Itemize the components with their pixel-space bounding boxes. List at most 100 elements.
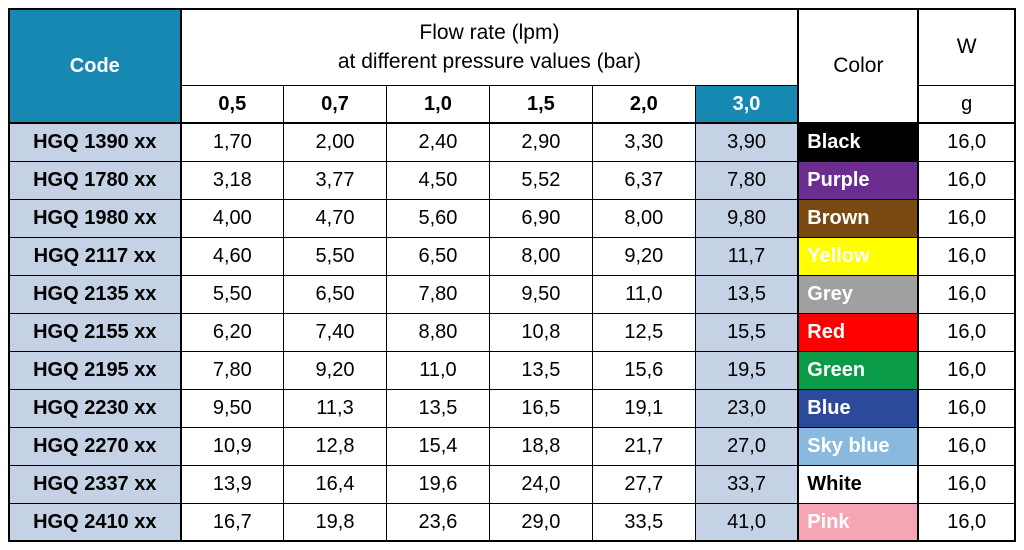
code-cell: HGQ 2270 xx — [9, 427, 181, 465]
value-cell: 3,18 — [181, 161, 284, 199]
value-cell: 41,0 — [695, 503, 798, 541]
value-cell: 5,52 — [489, 161, 592, 199]
value-cell: 6,50 — [284, 275, 387, 313]
weight-cell: 16,0 — [918, 389, 1015, 427]
weight-cell: 16,0 — [918, 123, 1015, 161]
weight-cell: 16,0 — [918, 503, 1015, 541]
value-cell: 3,77 — [284, 161, 387, 199]
table-row: HGQ 2410 xx16,719,823,629,033,541,0Pink1… — [9, 503, 1015, 541]
value-cell: 12,5 — [592, 313, 695, 351]
value-cell: 33,5 — [592, 503, 695, 541]
table-row: HGQ 1980 xx4,004,705,606,908,009,80Brown… — [9, 199, 1015, 237]
weight-cell: 16,0 — [918, 237, 1015, 275]
value-cell: 8,00 — [489, 237, 592, 275]
value-cell: 12,8 — [284, 427, 387, 465]
table-body: HGQ 1390 xx1,702,002,402,903,303,90Black… — [9, 123, 1015, 541]
value-cell: 16,4 — [284, 465, 387, 503]
value-cell: 23,0 — [695, 389, 798, 427]
header-g: g — [918, 85, 1015, 123]
color-cell: Red — [798, 313, 918, 351]
value-cell: 24,0 — [489, 465, 592, 503]
value-cell: 27,0 — [695, 427, 798, 465]
value-cell: 7,80 — [181, 351, 284, 389]
value-cell: 15,4 — [386, 427, 489, 465]
value-cell: 5,50 — [181, 275, 284, 313]
value-cell: 9,20 — [592, 237, 695, 275]
value-cell: 11,7 — [695, 237, 798, 275]
color-cell: Grey — [798, 275, 918, 313]
header-row-1: Code Flow rate (lpm) at different pressu… — [9, 9, 1015, 85]
value-cell: 16,7 — [181, 503, 284, 541]
code-cell: HGQ 2155 xx — [9, 313, 181, 351]
value-cell: 7,80 — [386, 275, 489, 313]
value-cell: 19,8 — [284, 503, 387, 541]
weight-cell: 16,0 — [918, 199, 1015, 237]
value-cell: 23,6 — [386, 503, 489, 541]
code-cell: HGQ 1780 xx — [9, 161, 181, 199]
color-cell: Brown — [798, 199, 918, 237]
value-cell: 29,0 — [489, 503, 592, 541]
code-cell: HGQ 2135 xx — [9, 275, 181, 313]
value-cell: 8,80 — [386, 313, 489, 351]
flow-line-1: Flow rate (lpm) — [419, 21, 559, 44]
header-pressure-3: 1,5 — [489, 85, 592, 123]
table-row: HGQ 1780 xx3,183,774,505,526,377,80Purpl… — [9, 161, 1015, 199]
value-cell: 6,20 — [181, 313, 284, 351]
value-cell: 6,37 — [592, 161, 695, 199]
color-cell: Sky blue — [798, 427, 918, 465]
color-cell: Black — [798, 123, 918, 161]
weight-cell: 16,0 — [918, 275, 1015, 313]
table-row: HGQ 2195 xx7,809,2011,013,515,619,5Green… — [9, 351, 1015, 389]
value-cell: 2,40 — [386, 123, 489, 161]
table-row: HGQ 2230 xx9,5011,313,516,519,123,0Blue1… — [9, 389, 1015, 427]
value-cell: 8,00 — [592, 199, 695, 237]
value-cell: 6,90 — [489, 199, 592, 237]
value-cell: 3,30 — [592, 123, 695, 161]
header-pressure-4: 2,0 — [592, 85, 695, 123]
value-cell: 21,7 — [592, 427, 695, 465]
header-pressure-1: 0,7 — [284, 85, 387, 123]
header-flow-rate: Flow rate (lpm) at different pressure va… — [181, 9, 799, 85]
value-cell: 13,5 — [386, 389, 489, 427]
value-cell: 11,0 — [386, 351, 489, 389]
code-cell: HGQ 1980 xx — [9, 199, 181, 237]
header-pressure-5: 3,0 — [695, 85, 798, 123]
value-cell: 15,6 — [592, 351, 695, 389]
value-cell: 5,60 — [386, 199, 489, 237]
table-row: HGQ 2337 xx13,916,419,624,027,733,7White… — [9, 465, 1015, 503]
value-cell: 11,0 — [592, 275, 695, 313]
value-cell: 19,1 — [592, 389, 695, 427]
color-cell: White — [798, 465, 918, 503]
value-cell: 33,7 — [695, 465, 798, 503]
value-cell: 9,50 — [489, 275, 592, 313]
value-cell: 13,5 — [489, 351, 592, 389]
value-cell: 5,50 — [284, 237, 387, 275]
color-cell: Green — [798, 351, 918, 389]
weight-cell: 16,0 — [918, 465, 1015, 503]
value-cell: 4,60 — [181, 237, 284, 275]
code-cell: HGQ 1390 xx — [9, 123, 181, 161]
weight-cell: 16,0 — [918, 313, 1015, 351]
value-cell: 16,5 — [489, 389, 592, 427]
header-color: Color — [798, 9, 918, 123]
table-row: HGQ 2155 xx6,207,408,8010,812,515,5Red16… — [9, 313, 1015, 351]
value-cell: 13,9 — [181, 465, 284, 503]
header-code: Code — [9, 9, 181, 123]
value-cell: 27,7 — [592, 465, 695, 503]
table-row: HGQ 2135 xx5,506,507,809,5011,013,5Grey1… — [9, 275, 1015, 313]
value-cell: 9,50 — [181, 389, 284, 427]
value-cell: 6,50 — [386, 237, 489, 275]
header-pressure-2: 1,0 — [386, 85, 489, 123]
table-row: HGQ 2270 xx10,912,815,418,821,727,0Sky b… — [9, 427, 1015, 465]
value-cell: 2,00 — [284, 123, 387, 161]
code-cell: HGQ 2230 xx — [9, 389, 181, 427]
value-cell: 18,8 — [489, 427, 592, 465]
value-cell: 9,80 — [695, 199, 798, 237]
color-cell: Blue — [798, 389, 918, 427]
code-cell: HGQ 2117 xx — [9, 237, 181, 275]
color-cell: Pink — [798, 503, 918, 541]
header-w: W — [918, 9, 1015, 85]
value-cell: 7,80 — [695, 161, 798, 199]
code-cell: HGQ 2410 xx — [9, 503, 181, 541]
value-cell: 9,20 — [284, 351, 387, 389]
